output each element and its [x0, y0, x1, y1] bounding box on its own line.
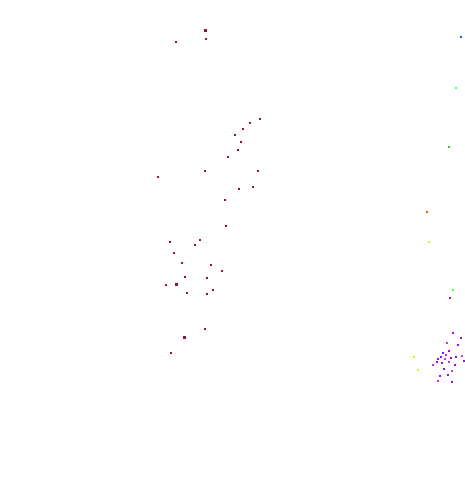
purple-dot [448, 350, 450, 352]
purple-dot [440, 356, 442, 358]
maroon-dot [170, 352, 172, 354]
blue-dot [460, 36, 462, 38]
purple-dot [451, 381, 453, 383]
purple-dot [442, 352, 444, 354]
maroon-dot [234, 134, 236, 136]
purple-dot [444, 358, 446, 360]
maroon-dot [242, 128, 244, 130]
maroon-dot [181, 262, 183, 264]
purple-dot [447, 374, 449, 376]
purple-dot [457, 344, 459, 346]
maroon-dot [169, 241, 171, 243]
maroon-dot [157, 176, 159, 178]
maroon-dot [173, 252, 175, 254]
purple-dot [446, 342, 448, 344]
yellow-dot [417, 369, 419, 371]
maroon-dot [237, 149, 239, 151]
maroon-dot [212, 289, 214, 291]
maroon-dot [227, 156, 229, 158]
yellow-dot [428, 241, 430, 243]
purple-dot [437, 358, 439, 360]
purple-dot [460, 337, 462, 339]
purple-dot [432, 364, 434, 366]
maroon-dot [224, 199, 226, 201]
purple-dot [451, 370, 453, 372]
maroon-dot [165, 284, 167, 286]
maroon-dot [249, 122, 251, 124]
yellow-dot [413, 356, 415, 358]
maroon-dot [252, 186, 254, 188]
maroon-dot [221, 270, 223, 272]
purple-dot [436, 361, 438, 363]
maroon-dot [206, 277, 208, 279]
red-dot [449, 297, 451, 299]
purple-dot [452, 332, 454, 334]
purple-dot [443, 368, 445, 370]
green-dot [448, 146, 450, 148]
purple-dot [437, 380, 439, 382]
maroon-dot [186, 292, 188, 294]
maroon-dot [199, 239, 201, 241]
purple-dot [461, 355, 463, 357]
orange-dot [426, 211, 428, 213]
maroon-dot [204, 328, 206, 330]
maroon-dot [183, 336, 186, 339]
maroon-dot [204, 170, 206, 172]
purple-dot [455, 356, 457, 358]
maroon-dot [225, 225, 227, 227]
maroon-dot [205, 38, 207, 40]
purple-dot [448, 361, 450, 363]
green-dot [452, 289, 454, 291]
purple-dot [439, 375, 441, 377]
maroon-dot [184, 276, 186, 278]
maroon-dot [204, 29, 207, 32]
maroon-dot [206, 293, 208, 295]
purple-dot [441, 362, 443, 364]
maroon-dot [175, 41, 177, 43]
maroon-dot [175, 283, 178, 286]
maroon-dot [259, 118, 261, 120]
purple-dot [450, 357, 452, 359]
maroon-dot [210, 264, 212, 266]
purple-dot [454, 364, 456, 366]
green-dot [455, 87, 457, 89]
maroon-dot [240, 141, 242, 143]
maroon-dot [257, 170, 259, 172]
purple-dot [445, 354, 447, 356]
maroon-dot [238, 188, 240, 190]
maroon-dot [194, 244, 196, 246]
purple-dot [463, 360, 465, 362]
